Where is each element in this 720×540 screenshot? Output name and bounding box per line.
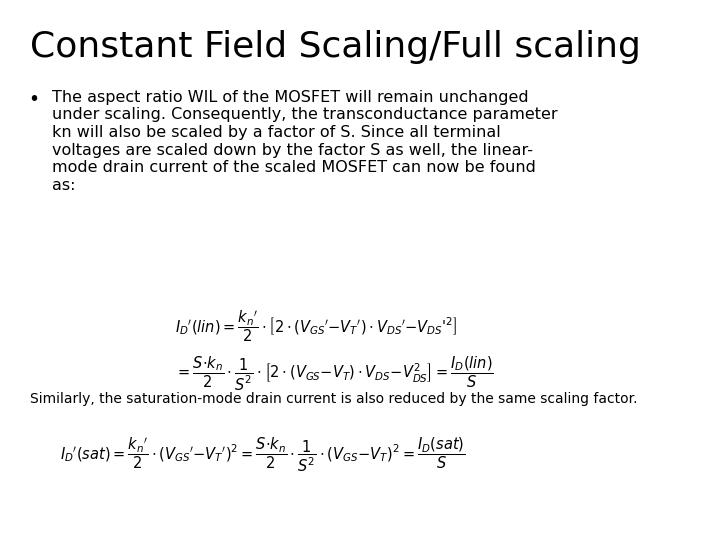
Text: mode drain current of the scaled MOSFET can now be found: mode drain current of the scaled MOSFET …	[52, 160, 536, 175]
Text: $= \dfrac{S{\cdot}k_n}{2} \cdot \dfrac{1}{S^2} \cdot \left[2 \cdot (V_{GS}{-}V_T: $= \dfrac{S{\cdot}k_n}{2} \cdot \dfrac{1…	[175, 355, 494, 393]
Text: as:: as:	[52, 178, 76, 192]
Text: The aspect ratio WIL of the MOSFET will remain unchanged: The aspect ratio WIL of the MOSFET will …	[52, 90, 528, 105]
Text: •: •	[28, 90, 39, 109]
Text: $I_D{'}(lin) = \dfrac{k_n{'}}{2} \cdot \left[2 \cdot (V_{GS}{'}{-}V_T{'}) \cdot : $I_D{'}(lin) = \dfrac{k_n{'}}{2} \cdot \…	[175, 308, 457, 344]
Text: voltages are scaled down by the factor S as well, the linear-: voltages are scaled down by the factor S…	[52, 143, 533, 158]
Text: kn will also be scaled by a factor of S. Since all terminal: kn will also be scaled by a factor of S.…	[52, 125, 500, 140]
Text: $I_D{'}(sat) = \dfrac{k_n{'}}{2} \cdot (V_{GS}{'}{-}V_T{'})^2 = \dfrac{S{\cdot}k: $I_D{'}(sat) = \dfrac{k_n{'}}{2} \cdot (…	[60, 435, 466, 474]
Text: under scaling. Consequently, the transconductance parameter: under scaling. Consequently, the transco…	[52, 107, 557, 123]
Text: Constant Field Scaling/Full scaling: Constant Field Scaling/Full scaling	[30, 30, 641, 64]
Text: Similarly, the saturation-mode drain current is also reduced by the same scaling: Similarly, the saturation-mode drain cur…	[30, 392, 637, 406]
